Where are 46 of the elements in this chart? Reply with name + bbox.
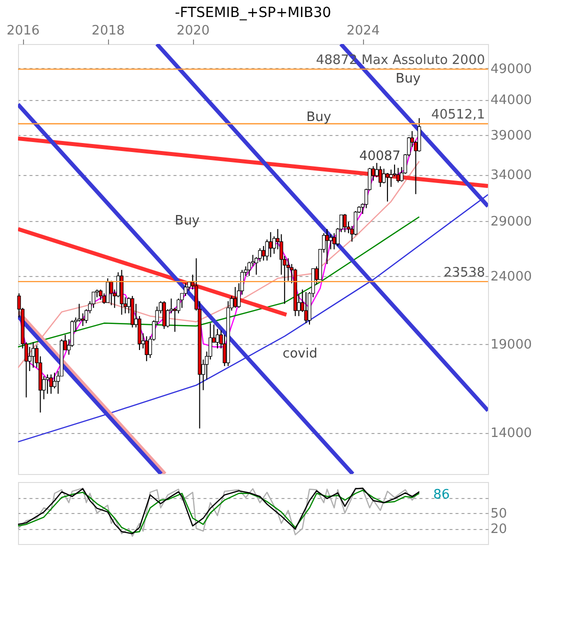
annotation: Buy <box>306 110 332 126</box>
y-tick-label: 39000 <box>490 128 532 144</box>
candlestick <box>396 167 400 183</box>
x-tick-label: 2018 <box>92 24 125 38</box>
candlestick <box>332 232 336 250</box>
candlestick <box>28 346 32 372</box>
candlestick <box>31 342 36 368</box>
candlestick <box>184 282 188 296</box>
x-tick-label: 2020 <box>176 24 210 38</box>
candlestick <box>162 300 166 330</box>
y-tick-label: 34000 <box>490 168 532 184</box>
y-tick-label: 14000 <box>490 426 532 442</box>
x-tick-label: 2016 <box>6 24 40 38</box>
annotation: Buy <box>396 71 421 86</box>
annotation: 40087 <box>359 148 401 164</box>
annotation: Buy <box>174 213 200 228</box>
y-tick-label: 49000 <box>490 62 532 77</box>
candlestick <box>343 213 347 233</box>
y-tick-label: 19000 <box>490 337 532 352</box>
candlestick <box>378 166 382 188</box>
candlestick <box>49 374 53 394</box>
candlestick <box>233 286 238 308</box>
x-tick-label: 2024 <box>346 24 380 38</box>
candlestick <box>98 289 102 300</box>
candlestick <box>304 292 308 324</box>
candlestick <box>268 232 272 258</box>
ref-line-label: 23538 <box>444 266 485 281</box>
candlestick <box>328 234 332 250</box>
candlestick <box>144 336 148 362</box>
y-tick-label: 29000 <box>490 214 532 230</box>
line-series <box>18 216 420 348</box>
candlestick <box>110 280 114 306</box>
y-tick-label: 50 <box>490 506 508 522</box>
annotation: covid <box>282 346 318 362</box>
candlestick <box>262 246 266 262</box>
candlestick <box>81 312 85 327</box>
y-tick-label: 20 <box>490 522 508 537</box>
ref-line-label: 40512,1 <box>431 108 485 123</box>
candlestick <box>106 278 110 304</box>
y-tick-label: 44000 <box>490 93 532 108</box>
annotation: 86 <box>433 487 450 502</box>
candlestick <box>216 328 220 349</box>
candlestick <box>325 228 329 265</box>
y-tick-label: 24000 <box>490 269 532 284</box>
candlestick <box>386 172 390 202</box>
chart-title: -FTSEMIB_+SP+MIB30 <box>174 5 332 21</box>
